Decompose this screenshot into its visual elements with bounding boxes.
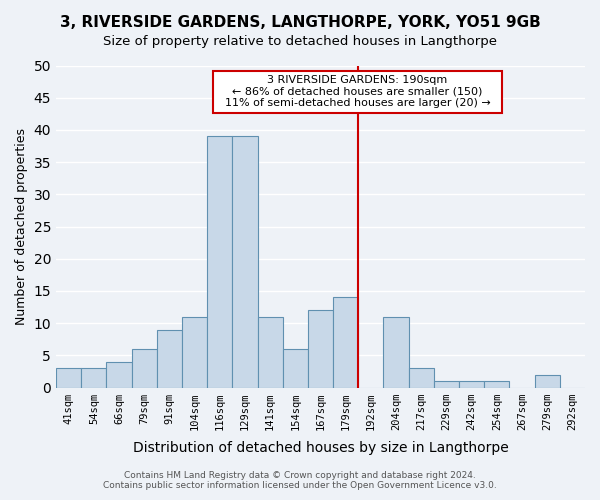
Bar xyxy=(535,374,560,388)
Text: 3 RIVERSIDE GARDENS: 190sqm  
  ← 86% of detached houses are smaller (150)  
  1: 3 RIVERSIDE GARDENS: 190sqm ← 86% of det… xyxy=(218,75,497,108)
Bar xyxy=(106,362,131,388)
Bar xyxy=(157,330,182,388)
Bar xyxy=(308,310,333,388)
Bar xyxy=(232,136,257,388)
Bar xyxy=(484,381,509,388)
Text: Contains HM Land Registry data © Crown copyright and database right 2024.
Contai: Contains HM Land Registry data © Crown c… xyxy=(103,470,497,490)
X-axis label: Distribution of detached houses by size in Langthorpe: Distribution of detached houses by size … xyxy=(133,441,508,455)
Bar xyxy=(131,349,157,388)
Text: Size of property relative to detached houses in Langthorpe: Size of property relative to detached ho… xyxy=(103,35,497,48)
Bar xyxy=(56,368,81,388)
Bar xyxy=(207,136,232,388)
Bar xyxy=(182,316,207,388)
Bar xyxy=(81,368,106,388)
Bar xyxy=(333,298,358,388)
Bar xyxy=(383,316,409,388)
Bar xyxy=(409,368,434,388)
Bar xyxy=(459,381,484,388)
Text: 3, RIVERSIDE GARDENS, LANGTHORPE, YORK, YO51 9GB: 3, RIVERSIDE GARDENS, LANGTHORPE, YORK, … xyxy=(59,15,541,30)
Bar xyxy=(283,349,308,388)
Y-axis label: Number of detached properties: Number of detached properties xyxy=(15,128,28,325)
Bar xyxy=(257,316,283,388)
Bar xyxy=(434,381,459,388)
